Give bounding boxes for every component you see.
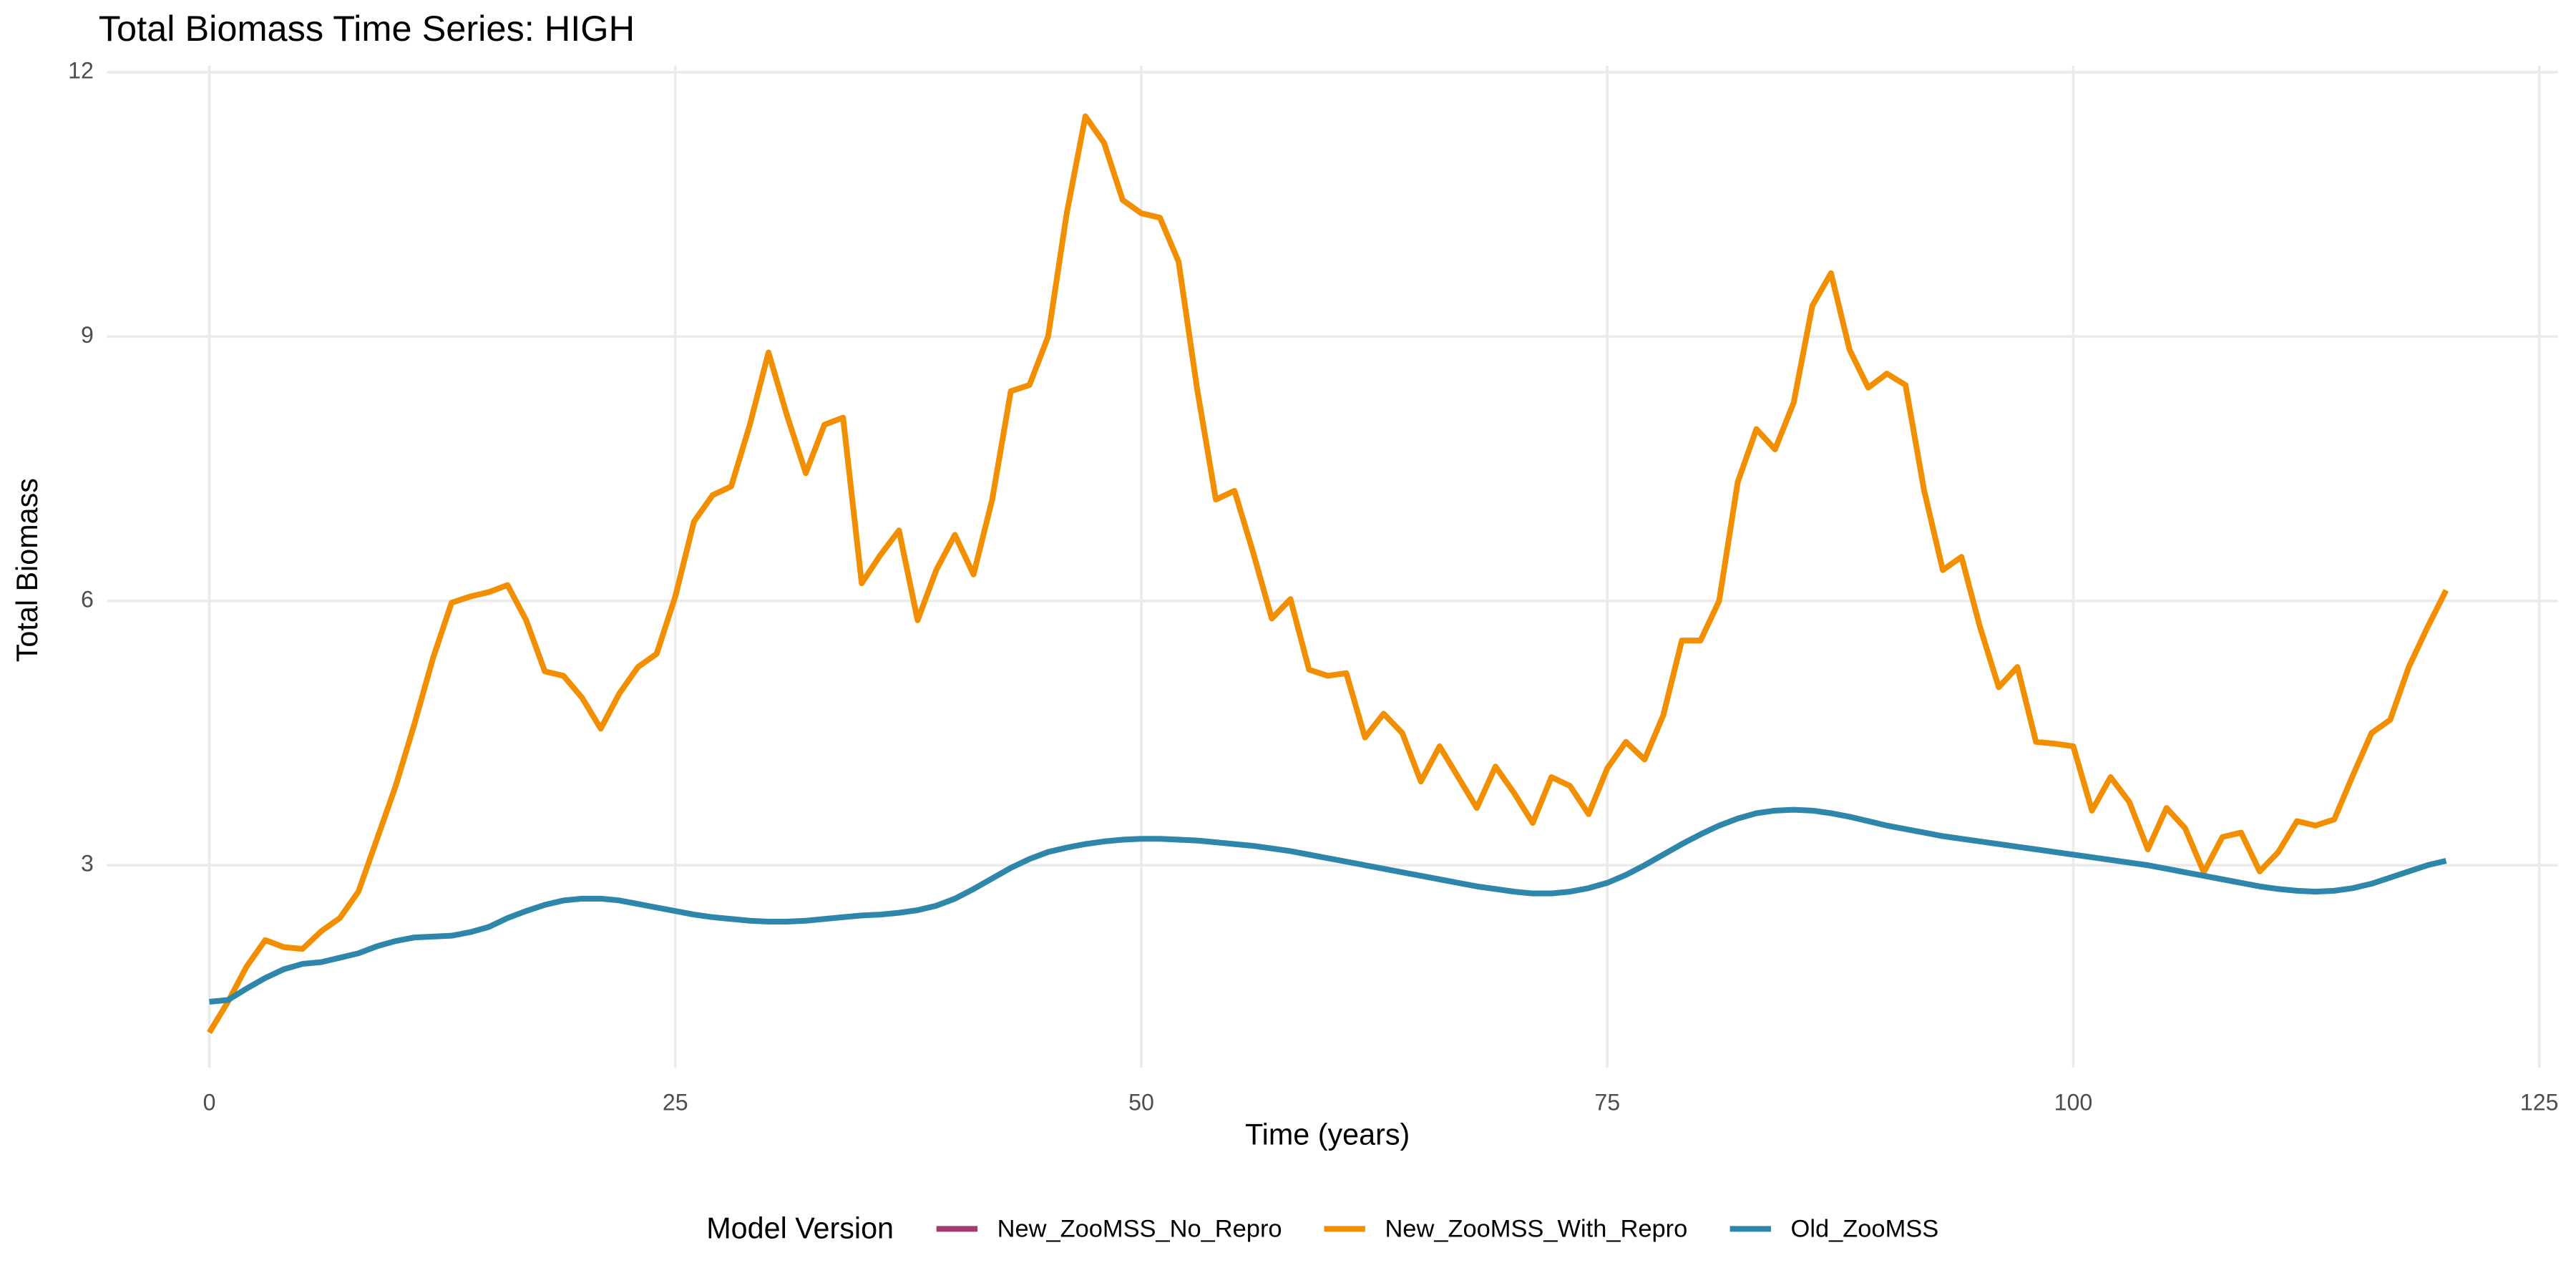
x-tick-label: 75 (1594, 1089, 1620, 1115)
y-tick-label: 12 (68, 58, 94, 84)
legend-label: New_ZooMSS_No_Repro (997, 1216, 1282, 1243)
x-tick-label: 25 (663, 1089, 688, 1115)
x-axis-label: Time (years) (1245, 1118, 1410, 1151)
series-line (207, 113, 2449, 1035)
series-line (209, 806, 2447, 1005)
chart-title: Total Biomass Time Series: HIGH (99, 8, 635, 49)
y-tick-label: 9 (81, 322, 94, 348)
legend-title: Model Version (706, 1212, 894, 1245)
legend-label: Old_ZooMSS (1791, 1216, 1939, 1243)
legend-label: New_ZooMSS_With_Repro (1385, 1216, 1687, 1243)
x-tick-label: 0 (203, 1089, 216, 1115)
x-tick-label: 100 (2054, 1089, 2093, 1115)
y-axis-label: Total Biomass (11, 478, 44, 662)
y-tick-label: 3 (81, 851, 94, 877)
y-tick-label: 6 (81, 586, 94, 612)
x-tick-label: 50 (1128, 1089, 1154, 1115)
x-tick-label: 125 (2520, 1089, 2559, 1115)
